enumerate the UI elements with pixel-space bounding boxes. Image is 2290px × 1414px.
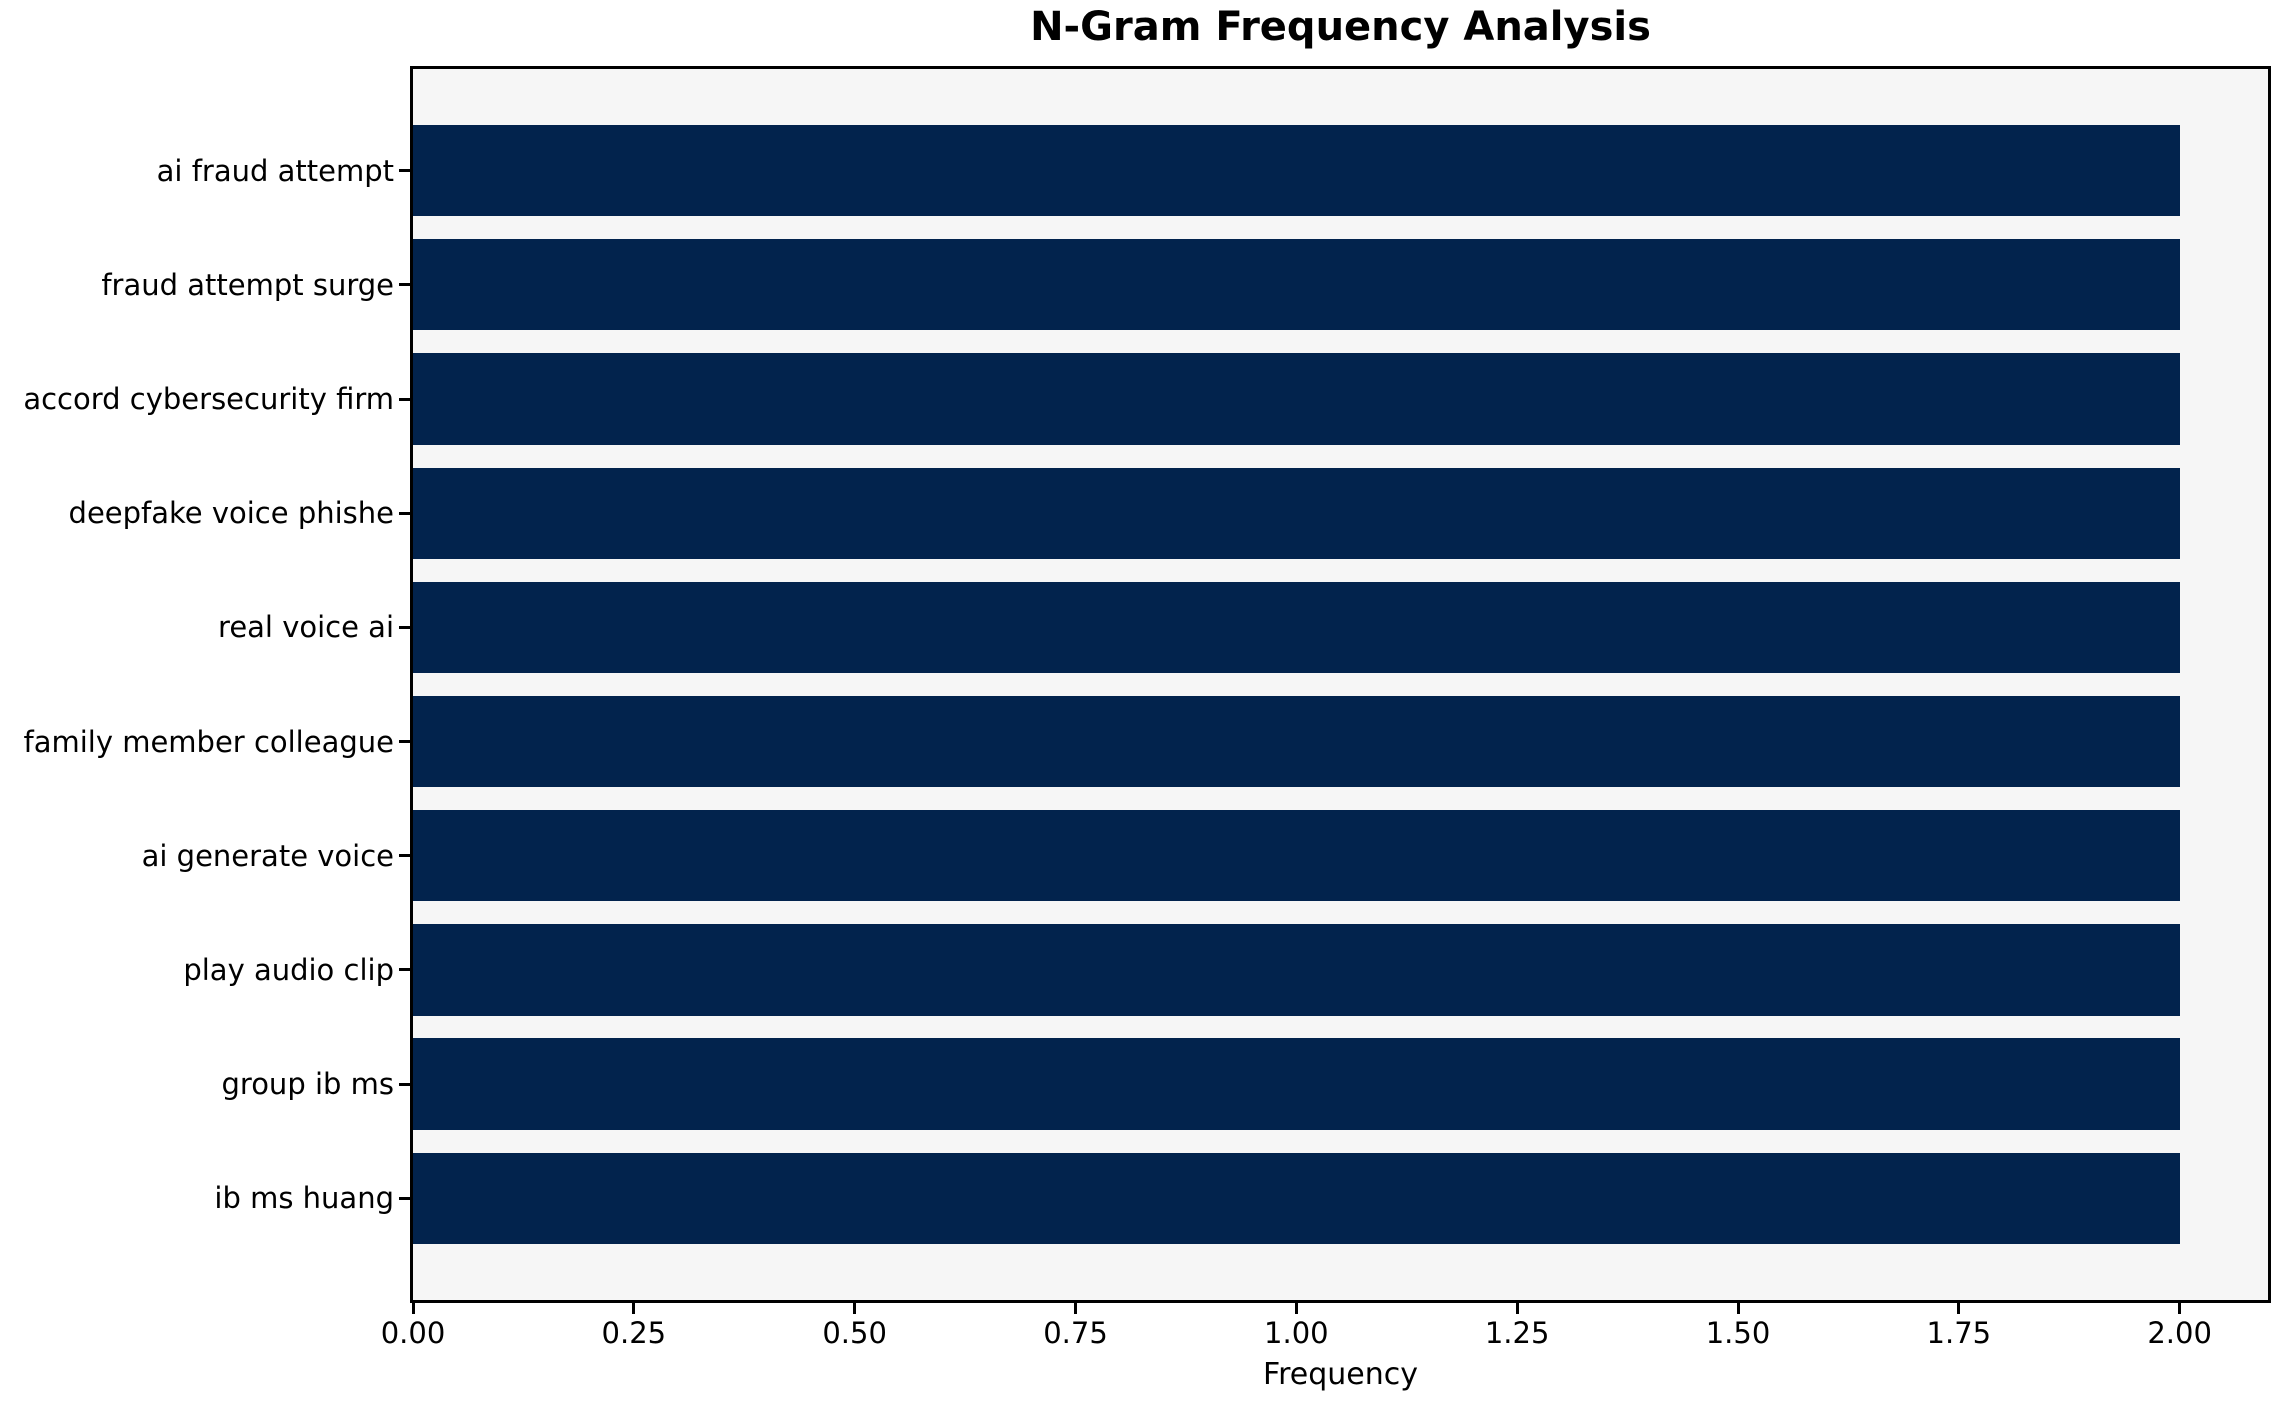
plot-area [410,66,2271,1303]
y-tick-mark [399,968,410,972]
chart-title: N-Gram Frequency Analysis [1030,4,1651,50]
y-tick-mark [399,397,410,401]
bar-ai-fraud-attempt [413,124,2180,217]
y-tick-label: deepfake voice phishe [68,496,394,531]
y-tick-label: ib ms huang [214,1181,394,1216]
x-tick-mark [1294,1303,1298,1314]
y-tick-mark [399,1082,410,1086]
bar-group-ib-ms [413,1038,2180,1130]
x-tick-mark [1957,1303,1961,1314]
y-tick-label: group ib ms [221,1067,395,1102]
bar-fraud-attempt-surge [413,239,2180,331]
y-tick-mark [399,1196,410,1200]
x-tick-mark [632,1303,636,1314]
bar-deepfake-voice-phishe [413,467,2180,559]
x-tick-mark [2178,1303,2182,1314]
x-axis-title: Frequency [1263,1357,1418,1392]
y-tick-mark [399,511,410,515]
x-tick-label: 1.75 [1926,1316,1992,1350]
bar-ai-generate-voice [413,810,2180,902]
y-tick-mark [399,169,410,173]
y-tick-mark [399,625,410,629]
y-tick-label: family member colleague [23,724,394,759]
x-tick-mark [853,1303,857,1314]
x-tick-mark [1074,1303,1077,1314]
y-tick-mark [399,283,410,287]
y-tick-label: real voice ai [218,610,394,645]
x-tick-label: 0.00 [380,1316,446,1350]
bar-family-member-colleague [413,695,2180,788]
x-tick-label: 2.00 [2147,1316,2212,1350]
y-tick-mark [399,740,410,744]
bar-real-voice-ai [413,581,2180,674]
x-tick-mark [411,1303,415,1314]
x-tick-label: 0.25 [601,1316,667,1350]
x-tick-mark [1515,1303,1519,1314]
bar-play-audio-clip [413,924,2180,1016]
bar-accord-cybersecurity-firm [413,353,2180,445]
y-tick-label: play audio clip [183,952,394,987]
x-tick-label: 1.25 [1484,1316,1550,1350]
x-tick-label: 1.00 [1264,1316,1329,1350]
y-tick-label: ai generate voice [141,838,394,873]
y-tick-label: ai fraud attempt [156,153,394,188]
y-tick-label: fraud attempt surge [101,267,394,302]
x-tick-label: 0.50 [822,1316,887,1350]
y-tick-label: accord cybersecurity firm [23,382,394,417]
x-tick-label: 1.50 [1705,1316,1771,1350]
x-tick-label: 0.75 [1043,1316,1108,1350]
y-tick-mark [399,854,410,858]
x-tick-mark [1736,1303,1740,1314]
bar-ib-ms-huang [413,1152,2180,1245]
